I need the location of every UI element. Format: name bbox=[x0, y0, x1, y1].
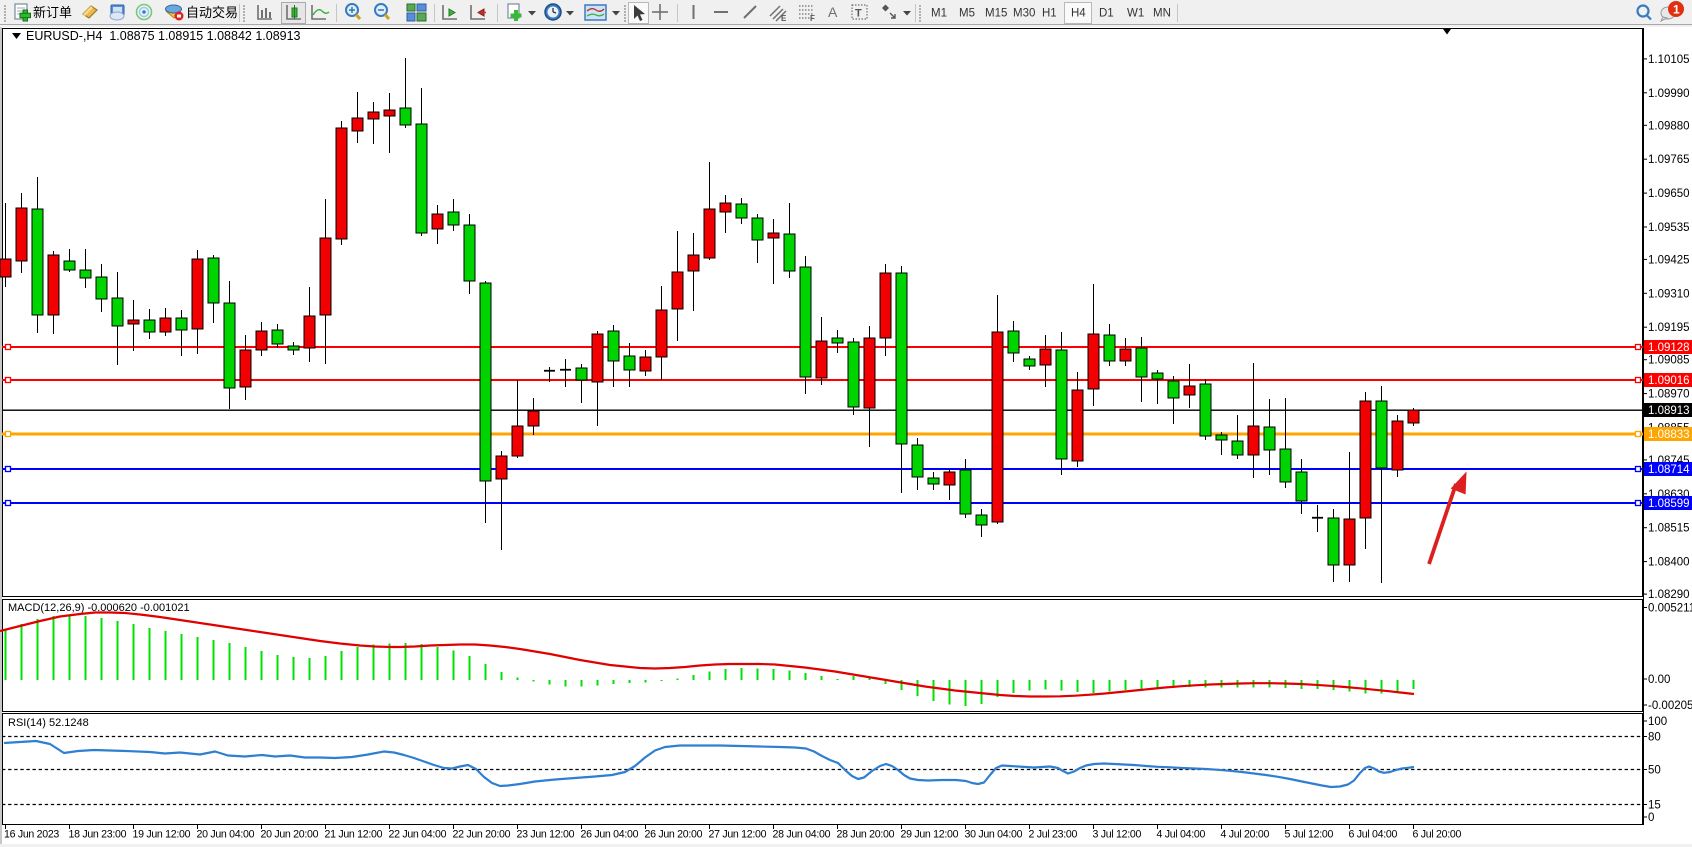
svg-text:2 Jul 23:00: 2 Jul 23:00 bbox=[1029, 829, 1078, 841]
svg-text:15: 15 bbox=[1648, 800, 1661, 812]
svg-text:1.09128: 1.09128 bbox=[1648, 342, 1690, 354]
svg-text:1.09310: 1.09310 bbox=[1648, 288, 1690, 300]
svg-text:T: T bbox=[855, 8, 862, 20]
svg-text:M5: M5 bbox=[959, 8, 975, 20]
svg-text:6 Jul 20:00: 6 Jul 20:00 bbox=[1413, 829, 1462, 841]
svg-text:1.08833: 1.08833 bbox=[1648, 429, 1690, 441]
svg-text:3 Jul 12:00: 3 Jul 12:00 bbox=[1093, 829, 1142, 841]
svg-text:1.08714: 1.08714 bbox=[1648, 464, 1690, 476]
svg-text:1.09016: 1.09016 bbox=[1648, 375, 1690, 387]
svg-text:4 Jul 04:00: 4 Jul 04:00 bbox=[1157, 829, 1206, 841]
svg-text:20 Jun 04:00: 20 Jun 04:00 bbox=[197, 829, 255, 841]
svg-text:1.08400: 1.08400 bbox=[1648, 557, 1690, 569]
svg-text:1.08290: 1.08290 bbox=[1648, 589, 1690, 601]
svg-text:1.09765: 1.09765 bbox=[1648, 154, 1690, 166]
svg-text:自动交易: 自动交易 bbox=[186, 5, 238, 20]
svg-text:1.09085: 1.09085 bbox=[1648, 355, 1690, 367]
svg-text:26 Jun 20:00: 26 Jun 20:00 bbox=[645, 829, 703, 841]
svg-text:16 Jun 2023: 16 Jun 2023 bbox=[4, 829, 59, 841]
svg-text:EURUSD-,H4 1.08875 1.08915 1.: EURUSD-,H4 1.08875 1.08915 1.08842 1.089… bbox=[26, 29, 301, 43]
svg-text:1.08515: 1.08515 bbox=[1648, 523, 1690, 535]
svg-text:50: 50 bbox=[1648, 765, 1661, 777]
svg-text:1.09880: 1.09880 bbox=[1648, 120, 1690, 132]
svg-text:27 Jun 12:00: 27 Jun 12:00 bbox=[709, 829, 767, 841]
svg-text:6 Jul 04:00: 6 Jul 04:00 bbox=[1349, 829, 1398, 841]
svg-text:W1: W1 bbox=[1127, 8, 1144, 20]
svg-text:5 Jul 12:00: 5 Jul 12:00 bbox=[1285, 829, 1334, 841]
svg-text:28 Jun 20:00: 28 Jun 20:00 bbox=[837, 829, 895, 841]
svg-text:1.08913: 1.08913 bbox=[1648, 405, 1690, 417]
svg-text:23 Jun 12:00: 23 Jun 12:00 bbox=[517, 829, 575, 841]
svg-text:1.09425: 1.09425 bbox=[1648, 254, 1690, 266]
svg-text:H1: H1 bbox=[1042, 8, 1057, 20]
svg-text:26 Jun 04:00: 26 Jun 04:00 bbox=[581, 829, 639, 841]
svg-text:29 Jun 12:00: 29 Jun 12:00 bbox=[901, 829, 959, 841]
svg-text:0: 0 bbox=[1648, 812, 1654, 824]
svg-text:H4: H4 bbox=[1071, 8, 1086, 20]
svg-text:20 Jun 20:00: 20 Jun 20:00 bbox=[261, 829, 319, 841]
svg-text:1.10105: 1.10105 bbox=[1648, 54, 1690, 66]
svg-text:30 Jun 04:00: 30 Jun 04:00 bbox=[965, 829, 1023, 841]
svg-text:新订单: 新订单 bbox=[33, 5, 72, 20]
svg-text:MACD(12,26,9) -0.000620 -0.001: MACD(12,26,9) -0.000620 -0.001021 bbox=[8, 602, 190, 614]
svg-text:21 Jun 12:00: 21 Jun 12:00 bbox=[325, 829, 383, 841]
svg-text:M15: M15 bbox=[985, 8, 1007, 20]
svg-text:1.08970: 1.08970 bbox=[1648, 389, 1690, 401]
svg-text:1.09650: 1.09650 bbox=[1648, 188, 1690, 200]
svg-text:MN: MN bbox=[1153, 8, 1171, 20]
svg-text:A: A bbox=[828, 4, 838, 20]
svg-text:D1: D1 bbox=[1099, 8, 1114, 20]
svg-text:28 Jun 04:00: 28 Jun 04:00 bbox=[773, 829, 831, 841]
svg-text:E: E bbox=[781, 14, 787, 23]
svg-text:4 Jul 20:00: 4 Jul 20:00 bbox=[1221, 829, 1270, 841]
svg-text:22 Jun 20:00: 22 Jun 20:00 bbox=[453, 829, 511, 841]
svg-text:M30: M30 bbox=[1013, 8, 1035, 20]
svg-text:80: 80 bbox=[1648, 732, 1661, 744]
svg-text:1.09535: 1.09535 bbox=[1648, 222, 1690, 234]
svg-text:1.09195: 1.09195 bbox=[1648, 322, 1690, 334]
svg-text:RSI(14) 52.1248: RSI(14) 52.1248 bbox=[8, 717, 89, 729]
svg-text:M1: M1 bbox=[931, 8, 947, 20]
svg-text:18 Jun 23:00: 18 Jun 23:00 bbox=[69, 829, 127, 841]
svg-text:100: 100 bbox=[1648, 716, 1667, 728]
svg-text:0.00: 0.00 bbox=[1648, 674, 1670, 686]
svg-text:22 Jun 04:00: 22 Jun 04:00 bbox=[389, 829, 447, 841]
svg-text:0.005211: 0.005211 bbox=[1648, 603, 1692, 615]
svg-text:1.09990: 1.09990 bbox=[1648, 88, 1690, 100]
svg-text:-0.00205: -0.00205 bbox=[1648, 700, 1692, 712]
svg-text:F: F bbox=[810, 14, 815, 23]
svg-text:1: 1 bbox=[1673, 3, 1680, 17]
svg-text:19 Jun 12:00: 19 Jun 12:00 bbox=[133, 829, 191, 841]
svg-text:1.08599: 1.08599 bbox=[1648, 498, 1690, 510]
